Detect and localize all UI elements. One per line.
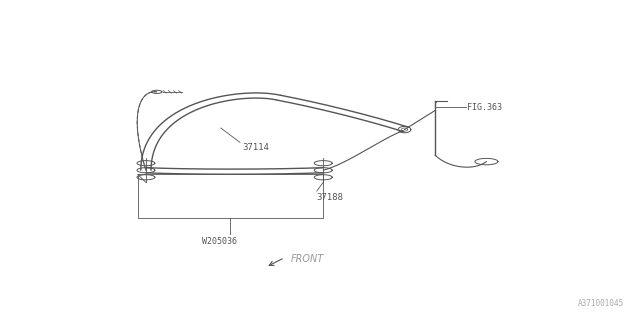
Text: A371001045: A371001045 <box>578 299 624 308</box>
Text: W205036: W205036 <box>202 237 237 246</box>
Text: FIG.363: FIG.363 <box>467 103 502 112</box>
Text: FRONT: FRONT <box>291 253 324 264</box>
Text: 37188: 37188 <box>317 193 344 202</box>
Bar <box>138 174 323 218</box>
Text: 37114: 37114 <box>242 143 269 152</box>
